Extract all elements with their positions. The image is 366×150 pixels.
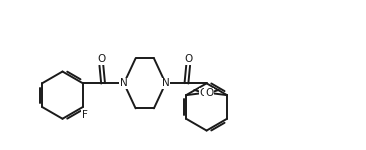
Text: O: O (200, 88, 208, 98)
Text: O: O (205, 88, 213, 98)
Text: O: O (184, 54, 192, 64)
Text: F: F (82, 110, 87, 120)
Text: N: N (162, 78, 169, 88)
Text: N: N (120, 78, 128, 88)
Text: O: O (97, 54, 105, 64)
